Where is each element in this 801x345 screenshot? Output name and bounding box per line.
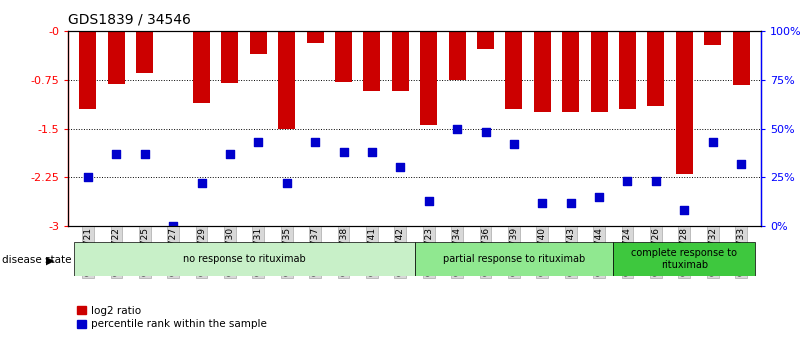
Bar bbox=[421, 31, 437, 125]
Point bbox=[564, 200, 577, 205]
Text: GSM84726: GSM84726 bbox=[651, 227, 660, 276]
Bar bbox=[562, 31, 579, 112]
Bar bbox=[335, 31, 352, 82]
Point bbox=[280, 180, 293, 186]
Bar bbox=[647, 31, 664, 106]
Bar bbox=[477, 31, 494, 49]
Text: GSM84731: GSM84731 bbox=[254, 227, 263, 276]
Bar bbox=[193, 31, 210, 102]
Bar bbox=[733, 31, 750, 85]
Bar bbox=[415, 241, 614, 276]
Text: GSM84741: GSM84741 bbox=[368, 227, 376, 276]
Text: ▶: ▶ bbox=[46, 256, 54, 265]
Bar bbox=[449, 31, 465, 80]
Point bbox=[82, 175, 95, 180]
Bar bbox=[704, 31, 721, 45]
Text: GSM84733: GSM84733 bbox=[737, 227, 746, 276]
Point bbox=[337, 149, 350, 155]
Text: GSM84742: GSM84742 bbox=[396, 227, 405, 276]
Text: GSM84729: GSM84729 bbox=[197, 227, 206, 276]
Text: GSM84725: GSM84725 bbox=[140, 227, 149, 276]
Point bbox=[678, 208, 690, 213]
Point bbox=[593, 194, 606, 199]
Bar bbox=[614, 241, 755, 276]
Point bbox=[167, 223, 179, 229]
Bar bbox=[505, 31, 522, 109]
Point bbox=[365, 149, 378, 155]
Text: GSM84723: GSM84723 bbox=[425, 227, 433, 276]
Point bbox=[223, 151, 236, 157]
Point bbox=[735, 161, 747, 166]
Point bbox=[650, 178, 662, 184]
Bar bbox=[278, 31, 296, 128]
Text: GSM84736: GSM84736 bbox=[481, 227, 490, 276]
Point bbox=[621, 178, 634, 184]
Point bbox=[422, 198, 435, 204]
Bar bbox=[136, 31, 153, 73]
Bar bbox=[533, 31, 551, 112]
Text: GSM84727: GSM84727 bbox=[169, 227, 178, 276]
Text: GSM84743: GSM84743 bbox=[566, 227, 575, 276]
Text: GSM84730: GSM84730 bbox=[225, 227, 235, 276]
Bar bbox=[108, 31, 125, 84]
Text: GSM84732: GSM84732 bbox=[708, 227, 717, 276]
Point bbox=[139, 151, 151, 157]
Point bbox=[536, 200, 549, 205]
Bar bbox=[79, 31, 96, 109]
Bar bbox=[250, 31, 267, 54]
Bar bbox=[221, 31, 239, 83]
Text: GSM84740: GSM84740 bbox=[537, 227, 547, 276]
Point bbox=[706, 139, 719, 145]
Text: GSM84738: GSM84738 bbox=[339, 227, 348, 276]
Text: GSM84735: GSM84735 bbox=[282, 227, 292, 276]
Legend: log2 ratio, percentile rank within the sample: log2 ratio, percentile rank within the s… bbox=[74, 302, 271, 333]
Point bbox=[451, 126, 464, 131]
Point bbox=[508, 141, 521, 147]
Point bbox=[195, 180, 208, 186]
Text: GSM84722: GSM84722 bbox=[112, 227, 121, 276]
Text: GSM84724: GSM84724 bbox=[623, 227, 632, 276]
Text: GSM84739: GSM84739 bbox=[509, 227, 518, 276]
Text: GSM84737: GSM84737 bbox=[311, 227, 320, 276]
Point bbox=[394, 165, 407, 170]
Text: GSM84744: GSM84744 bbox=[594, 227, 604, 276]
Text: GSM84721: GSM84721 bbox=[83, 227, 92, 276]
Bar bbox=[590, 31, 608, 112]
Text: no response to rituximab: no response to rituximab bbox=[183, 254, 305, 264]
Point bbox=[479, 130, 492, 135]
Bar bbox=[364, 31, 380, 91]
Point bbox=[308, 139, 321, 145]
Text: partial response to rituximab: partial response to rituximab bbox=[443, 254, 585, 264]
Bar bbox=[619, 31, 636, 109]
Point bbox=[252, 139, 265, 145]
Text: disease state: disease state bbox=[2, 256, 72, 265]
Text: GSM84734: GSM84734 bbox=[453, 227, 461, 276]
Text: GSM84728: GSM84728 bbox=[680, 227, 689, 276]
Point bbox=[110, 151, 123, 157]
Text: GDS1839 / 34546: GDS1839 / 34546 bbox=[68, 12, 191, 26]
Bar bbox=[74, 241, 415, 276]
Text: complete response to
rituximab: complete response to rituximab bbox=[631, 248, 737, 269]
Bar bbox=[307, 31, 324, 43]
Bar bbox=[392, 31, 409, 91]
Bar bbox=[676, 31, 693, 174]
